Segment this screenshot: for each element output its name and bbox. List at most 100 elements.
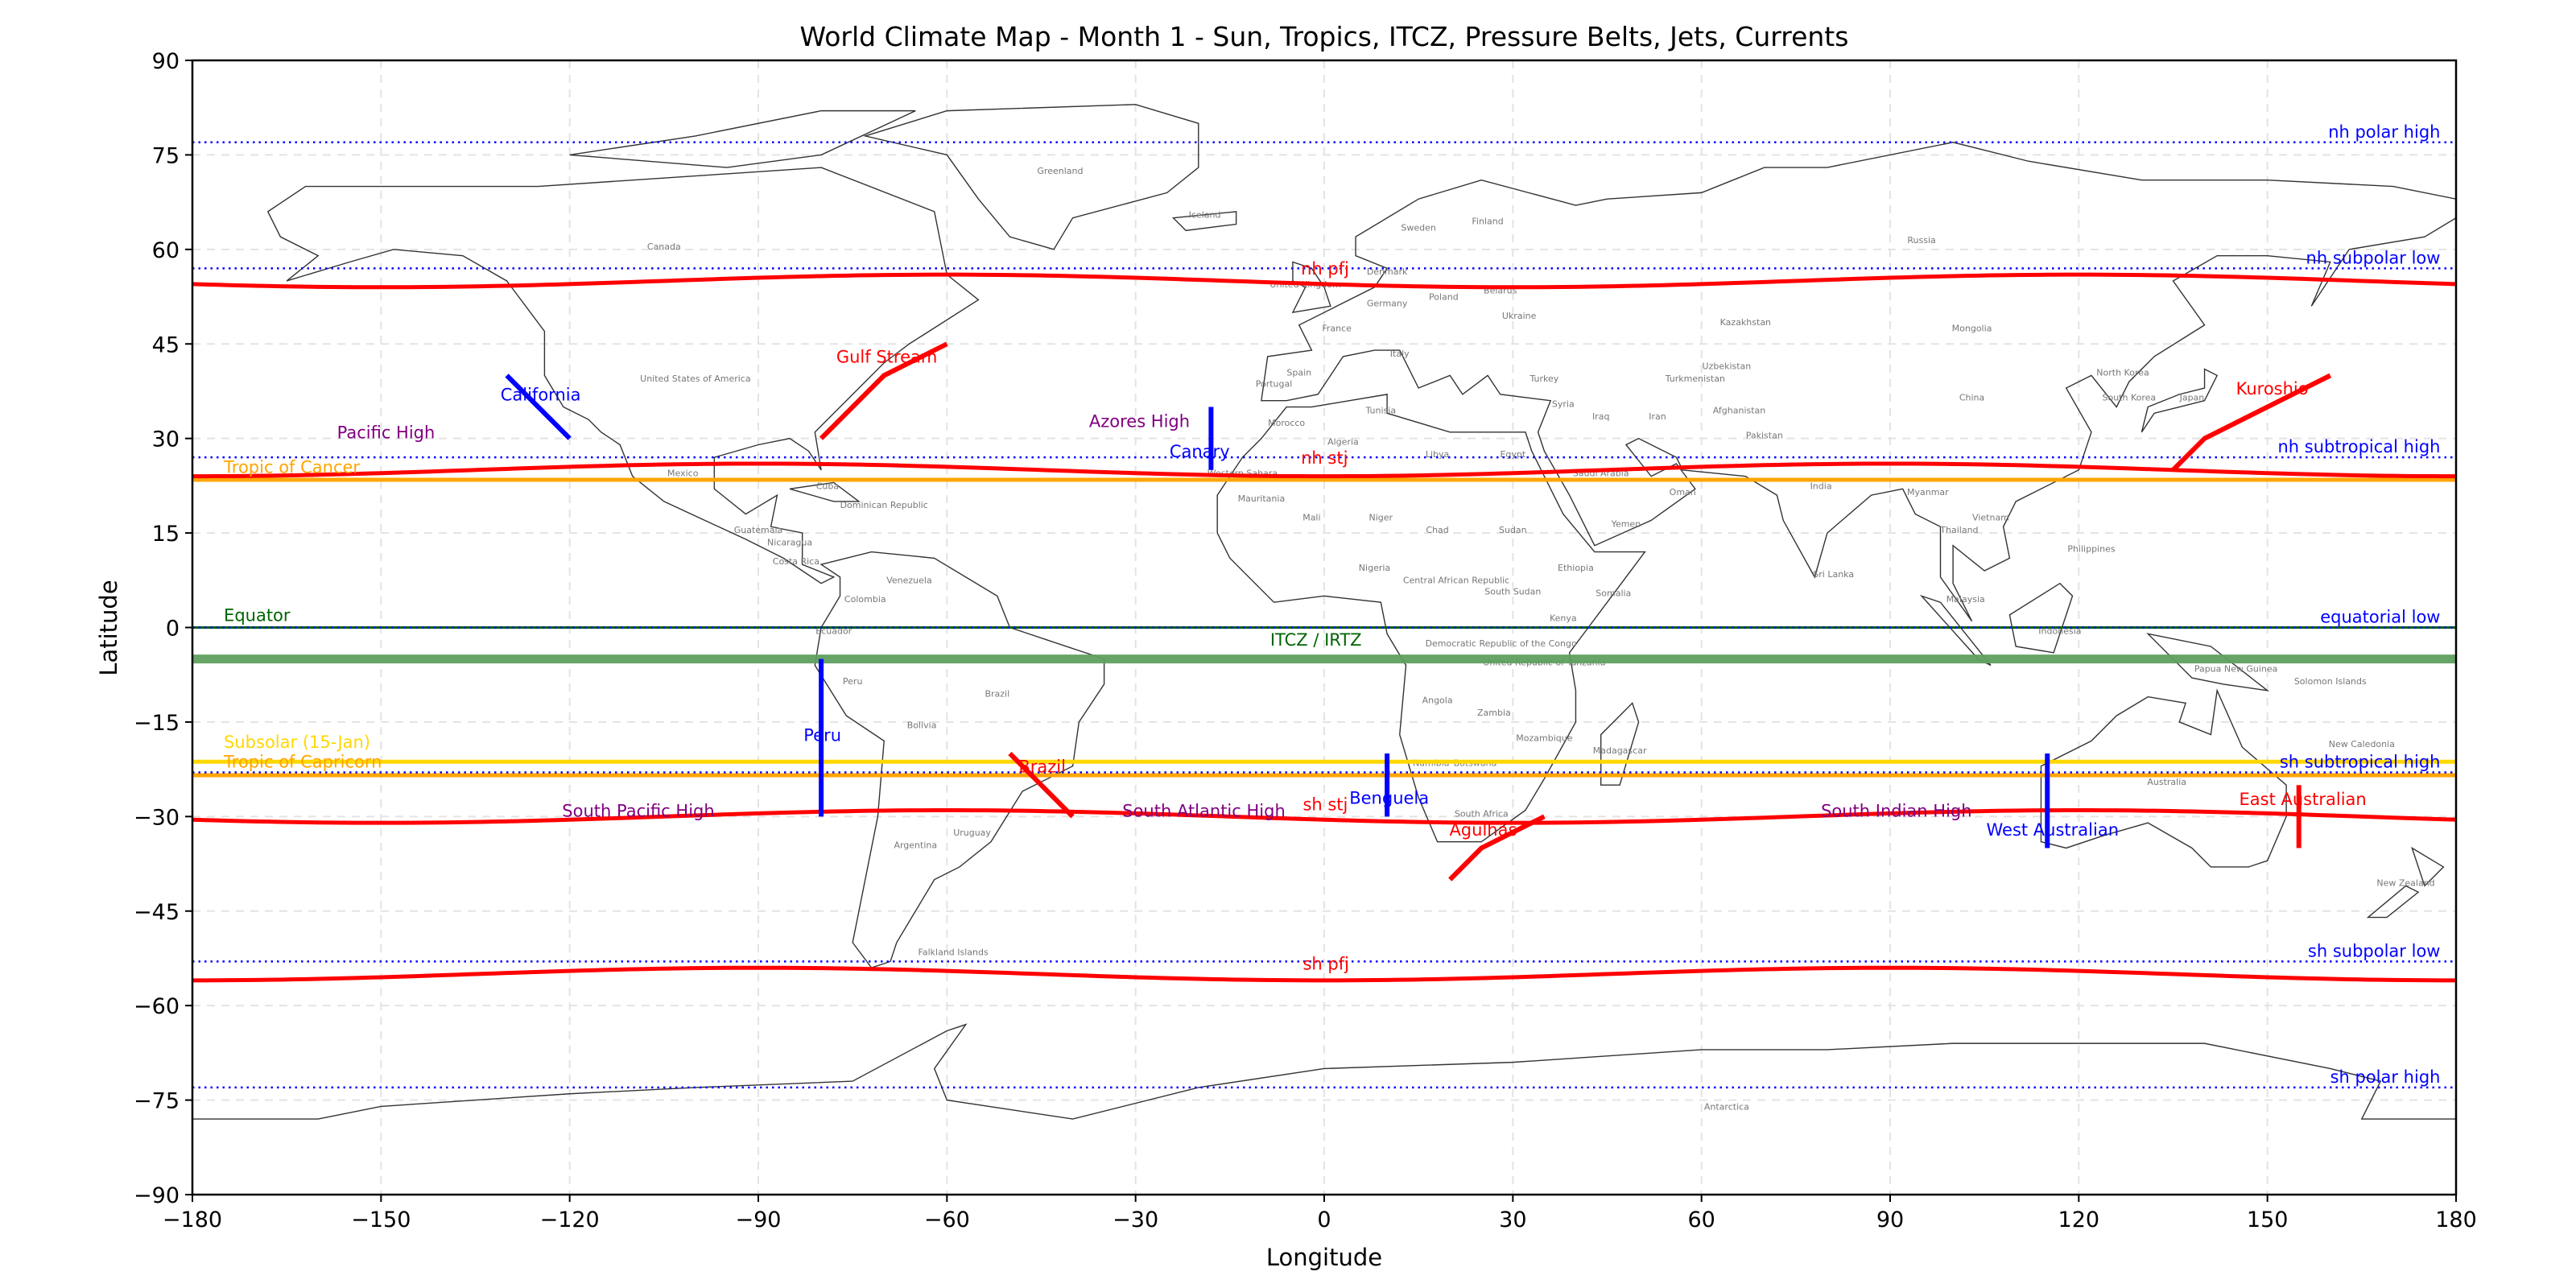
pressure-belt-label: sh polar high	[2330, 1067, 2441, 1087]
ocean-current-label: Kuroshio	[2236, 379, 2309, 398]
country-label: Algeria	[1327, 436, 1359, 447]
y-tick-label: 30	[152, 427, 180, 452]
y-tick-label: 15	[152, 522, 180, 547]
country-label: Zambia	[1477, 708, 1511, 718]
y-tick-label: 90	[152, 49, 180, 74]
ocean-current-label: Brazil	[1018, 758, 1066, 777]
coastlines	[192, 104, 2457, 1195]
country-label: Syria	[1552, 399, 1575, 410]
country-label: Mongolia	[1952, 324, 1992, 334]
reference-line-label: Equator	[224, 606, 291, 625]
ocean-current-label: West Australian	[1987, 820, 2120, 840]
jet-stream-line	[192, 965, 2457, 983]
ocean-current-warm	[1008, 751, 1075, 819]
pressure-belt-label: sh subpolar low	[2308, 941, 2441, 960]
country-label: Afghanistan	[1713, 405, 1766, 415]
country-label: Central African Republic	[1403, 576, 1509, 586]
country-label: Vietnam	[1972, 512, 2009, 522]
x-tick-label: −60	[924, 1208, 970, 1232]
country-label: Thailand	[1939, 525, 1978, 535]
climate-overlays	[192, 141, 2457, 1089]
coastline-australia	[2040, 688, 2287, 868]
high-pressure-label: South Atlantic High	[1122, 801, 1286, 820]
country-label: Morocco	[1268, 418, 1305, 428]
country-label: France	[1322, 324, 1352, 334]
y-tick-label: −45	[134, 900, 180, 925]
country-label: Kenya	[1550, 613, 1577, 624]
jet-stream-label: nh pfj	[1301, 259, 1349, 279]
coastline-eurasia	[1261, 142, 2457, 622]
country-label: Bolivia	[907, 720, 937, 731]
country-label: Colombia	[844, 594, 886, 605]
high-pressure-label: South Indian High	[1821, 801, 1972, 820]
reference-line-label: Tropic of Cancer	[223, 458, 360, 477]
coastline-new-guinea	[2146, 633, 2270, 691]
country-label: Russia	[1907, 235, 1935, 246]
country-label: Oman	[1670, 487, 1696, 497]
country-label: Mali	[1302, 512, 1320, 522]
x-tick-label: −180	[163, 1208, 222, 1232]
country-label: Falkland Islands	[919, 947, 989, 958]
country-label: Australia	[2147, 777, 2186, 787]
y-axis-label: Latitude	[95, 580, 122, 675]
country-label: Mexico	[667, 469, 699, 479]
coastline-japan	[2140, 368, 2219, 433]
country-label: Costa Rica	[773, 556, 819, 567]
country-label: Chad	[1426, 525, 1448, 535]
coastline-borneo	[2008, 582, 2074, 654]
ocean-current-warm	[2171, 373, 2332, 472]
country-labels: Greenland Iceland Canada United States of A…	[640, 166, 2435, 1112]
ocean-current-label: Canary	[1170, 442, 1230, 461]
country-label: Spain	[1286, 367, 1311, 378]
country-label: Canada	[647, 242, 681, 252]
axis-ticks: −180 −150 −120 −90 −60 −30 0 30 60 90 120 150 180−90…	[134, 49, 2477, 1232]
country-label: Sri Lanka	[1813, 569, 1854, 580]
coastline-new-zealand-north	[2411, 846, 2445, 887]
high-pressure-label: South Pacific High	[562, 801, 714, 820]
pressure-belt-label: nh subpolar low	[2306, 248, 2441, 267]
ocean-current-label: East Australian	[2240, 790, 2367, 809]
country-label: South Africa	[1455, 808, 1509, 819]
country-label: Sudan	[1499, 525, 1527, 535]
country-label: Kazakhstan	[1720, 317, 1771, 328]
country-label: India	[1810, 481, 1832, 491]
pressure-belt-label: sh subtropical high	[2280, 753, 2441, 772]
country-label: Turkey	[1529, 374, 1558, 384]
country-label: Iceland	[1189, 210, 1221, 221]
country-label: Argentina	[894, 840, 937, 850]
country-label: Peru	[843, 676, 863, 687]
pressure-belt-label: equatorial low	[2320, 608, 2440, 627]
country-label: Pakistan	[1746, 431, 1783, 441]
country-label: Somalia	[1596, 588, 1631, 598]
y-tick-label: −60	[134, 994, 180, 1019]
country-label: North Korea	[2096, 367, 2149, 378]
country-label: Italy	[1390, 349, 1410, 359]
x-tick-label: −90	[736, 1208, 782, 1232]
country-label: Myanmar	[1907, 487, 1949, 497]
coastline-north-america	[266, 167, 980, 584]
country-label: Poland	[1429, 291, 1459, 302]
country-label: New Zealand	[2376, 877, 2434, 888]
country-label: Angola	[1422, 695, 1453, 705]
country-label: Iraq	[1592, 411, 1610, 422]
y-tick-label: −75	[134, 1089, 180, 1114]
country-label: Democratic Republic of the Congo	[1426, 638, 1577, 649]
country-label: Tunisia	[1365, 405, 1397, 415]
country-label: Mozambique	[1516, 733, 1572, 743]
jet-stream-line	[192, 272, 2457, 290]
ocean-current-label: Agulhas	[1449, 820, 1517, 840]
jet-stream-label: sh stj	[1302, 795, 1348, 815]
country-label: Uruguay	[953, 828, 991, 838]
coastline-arctic-islands	[569, 109, 916, 168]
country-label: Dominican Republic	[840, 500, 928, 510]
itcz-label: ITCZ / IRTZ	[1270, 630, 1362, 650]
x-tick-label: 150	[2247, 1208, 2289, 1232]
x-tick-label: 120	[2058, 1208, 2100, 1232]
reference-line-label: Subsolar (15-Jan)	[224, 733, 370, 752]
country-label: Solomon Islands	[2294, 676, 2367, 687]
country-label: Mauritania	[1238, 493, 1286, 504]
coastline-iceland	[1171, 211, 1237, 232]
high-pressure-label: Azores High	[1089, 412, 1190, 431]
country-label: South Sudan	[1484, 587, 1541, 597]
